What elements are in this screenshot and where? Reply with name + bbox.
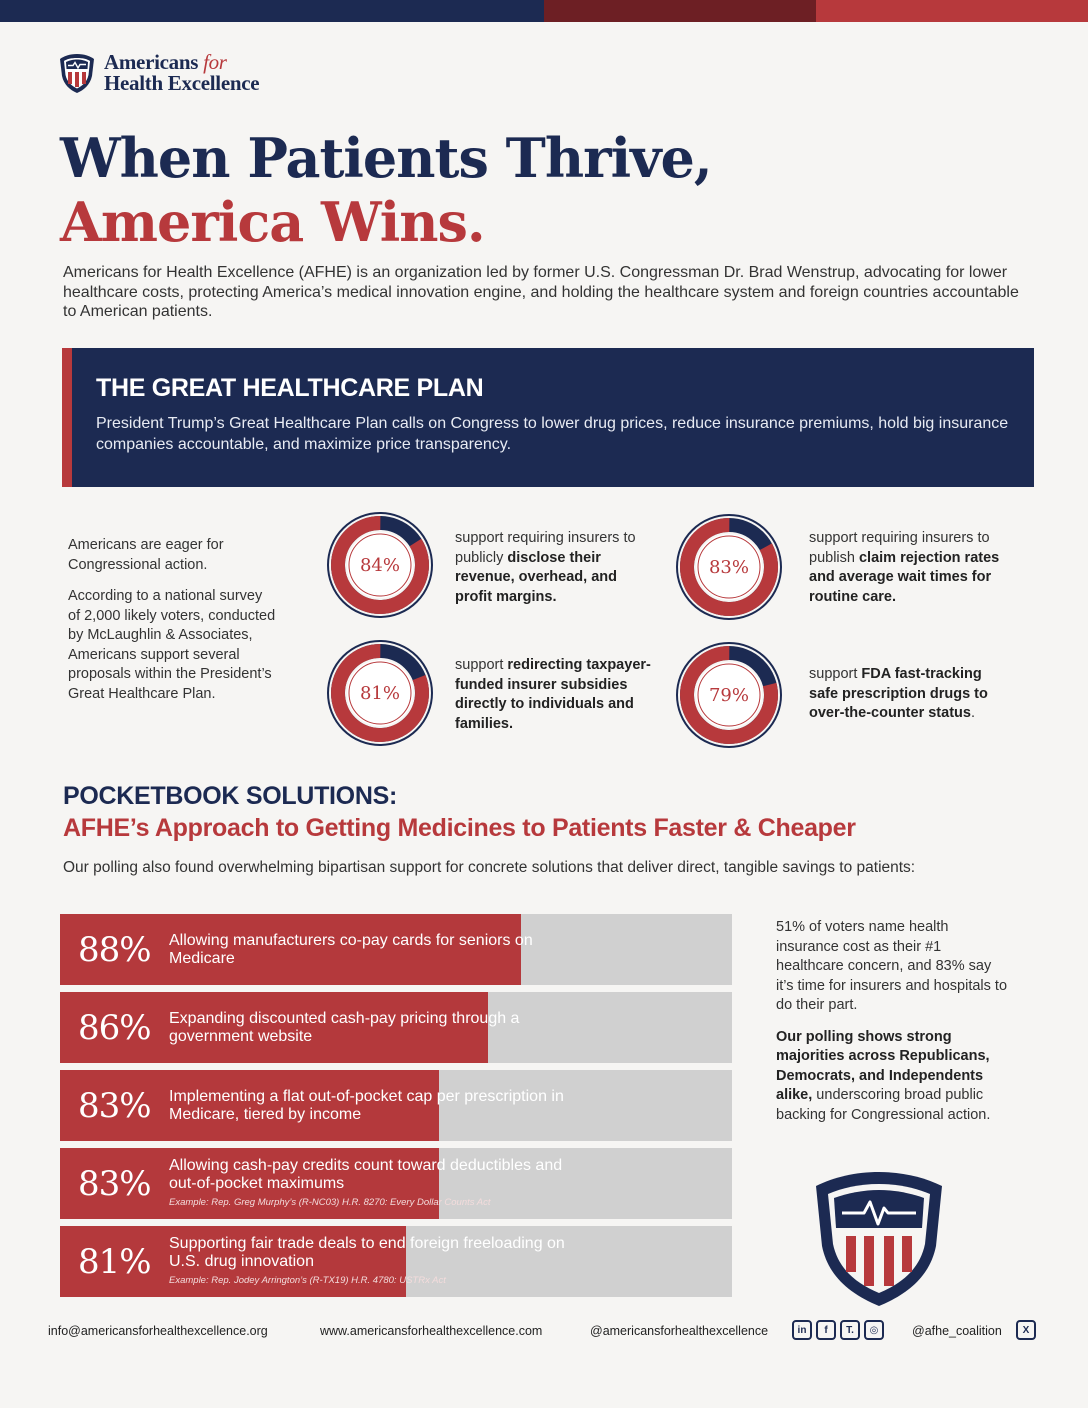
plan-banner: THE GREAT HEALTHCARE PLAN President Trum… — [62, 348, 1034, 487]
pocketbook-title: POCKETBOOK SOLUTIONS: — [63, 782, 397, 810]
support-bar: 83% Allowing cash-pay credits count towar… — [60, 1148, 732, 1219]
support-bar: 86% Expanding discounted cash-pay pricing… — [60, 992, 732, 1063]
support-bar-percent: 86% — [78, 1007, 152, 1048]
top-bar-navy — [0, 0, 544, 22]
survey-lead: Americans are eager for Congressional ac… — [68, 536, 278, 716]
footer-x-handle[interactable]: @afhe_coalition — [912, 1324, 1002, 1338]
side-note-p2: Our polling shows strong majorities acro… — [776, 1028, 1008, 1126]
support-bar-percent: 83% — [78, 1085, 152, 1126]
support-bar: 81% Supporting fair trade deals to end fo… — [60, 1226, 732, 1297]
social-icons: in f T. ◎ — [792, 1320, 884, 1340]
support-bar-fill — [60, 1070, 439, 1141]
donut-arc — [680, 518, 778, 616]
pocketbook-subtitle: AFHE’s Approach to Getting Medicines to … — [63, 814, 856, 842]
linkedin-icon[interactable]: in — [792, 1320, 812, 1340]
footer: info@americansforhealthexcellence.org ww… — [48, 1318, 1040, 1346]
pocketbook-lead: Our polling also found overwhelming bipa… — [63, 859, 916, 876]
support-bar-label: Allowing manufacturers co-pay cards for … — [169, 932, 533, 967]
support-bar-fill — [60, 1226, 406, 1297]
x-icon-wrap: X — [1016, 1320, 1036, 1340]
support-bar-note: Example: Rep. Jodey Arrington’s (R-TX19)… — [169, 1275, 446, 1286]
brand-name: Americans for Health Excellence — [104, 50, 260, 95]
truth-social-icon[interactable]: T. — [840, 1320, 860, 1340]
support-bar-label: Implementing a flat out-of-pocket cap pe… — [169, 1088, 564, 1123]
page-headline: When Patients Thrive, America Wins. — [60, 126, 713, 254]
donut-chart: 79% — [676, 642, 782, 748]
support-bar-fill — [60, 1148, 439, 1219]
top-color-bar — [0, 0, 1088, 22]
brand-name-for: for — [203, 50, 227, 74]
plan-title: THE GREAT HEALTHCARE PLAN — [96, 374, 484, 402]
support-bar: 83% Implementing a flat out-of-pocket cap… — [60, 1070, 732, 1141]
footer-email[interactable]: info@americansforhealthexcellence.org — [48, 1324, 268, 1338]
support-bar-percent: 81% — [78, 1241, 152, 1282]
support-bar-percent: 88% — [78, 929, 152, 970]
top-bar-maroon — [544, 0, 816, 22]
donut-percent: 81% — [359, 682, 400, 704]
x-icon[interactable]: X — [1016, 1320, 1036, 1340]
side-note-p2-rest: underscoring broad public backing for Co… — [776, 1087, 991, 1123]
facebook-icon[interactable]: f — [816, 1320, 836, 1340]
donut-chart: 83% — [676, 514, 782, 620]
stat-description: support requiring insurers to publicly d… — [455, 530, 636, 605]
stat-description: support FDA fast-tracking safe prescript… — [809, 666, 988, 721]
side-note-p2-bold: Our polling shows strong majorities acro… — [776, 1028, 990, 1104]
intro-paragraph: Americans for Health Excellence (AFHE) i… — [63, 264, 1019, 320]
footer-handle[interactable]: @americansforhealthexcellence — [590, 1324, 769, 1338]
support-bar-label: Allowing cash-pay credits count toward d… — [169, 1157, 589, 1212]
shield-logo-icon — [60, 54, 94, 93]
plan-text: President Trump’s Great Healthcare Plan … — [96, 415, 1009, 453]
donut-percent: 83% — [708, 556, 749, 578]
brand-name-line2: Health Excellence — [104, 71, 260, 95]
top-bar-red — [816, 0, 1088, 22]
survey-lead-1: Americans are eager for Congressional ac… — [68, 537, 224, 573]
brand-logo: Americans for Health Excellence — [58, 50, 260, 95]
footer-website[interactable]: www.americansforhealthexcellence.com — [320, 1324, 543, 1338]
support-bar-percent: 83% — [78, 1163, 152, 1204]
side-note: 51% of voters name health insurance cost… — [776, 918, 1008, 1137]
support-bar-fill — [60, 914, 522, 985]
donut-arc — [331, 516, 429, 614]
donut-percent: 79% — [708, 684, 749, 706]
brand-name-line1: Americans — [104, 50, 199, 74]
donut-percent: 84% — [359, 554, 400, 576]
donut-chart: 84% — [327, 512, 433, 618]
instagram-icon[interactable]: ◎ — [864, 1320, 884, 1340]
side-note-p1: 51% of voters name health insurance cost… — [776, 919, 1008, 1013]
shield-emblem-icon — [816, 1172, 942, 1306]
support-bar-note: Example: Rep. Greg Murphy’s (R-NC03) H.R… — [169, 1197, 491, 1208]
headline-line1: When Patients Thrive, — [60, 126, 713, 190]
support-bar-fill — [60, 992, 489, 1063]
support-bar-label: Supporting fair trade deals to end forei… — [169, 1235, 589, 1290]
donut-chart: 81% — [327, 640, 433, 746]
donut-arc — [680, 646, 778, 744]
support-bar: 88% Allowing manufacturers co-pay cards f… — [60, 914, 732, 985]
survey-lead-2: According to a national survey of 2,000 … — [68, 588, 276, 702]
support-bar-label: Expanding discounted cash-pay pricing th… — [169, 1010, 520, 1045]
headline-line2: America Wins. — [60, 190, 486, 254]
stat-description: support redirecting taxpayer-funded insu… — [455, 657, 651, 732]
stat-description: support requiring insurers to publish cl… — [809, 530, 1000, 605]
